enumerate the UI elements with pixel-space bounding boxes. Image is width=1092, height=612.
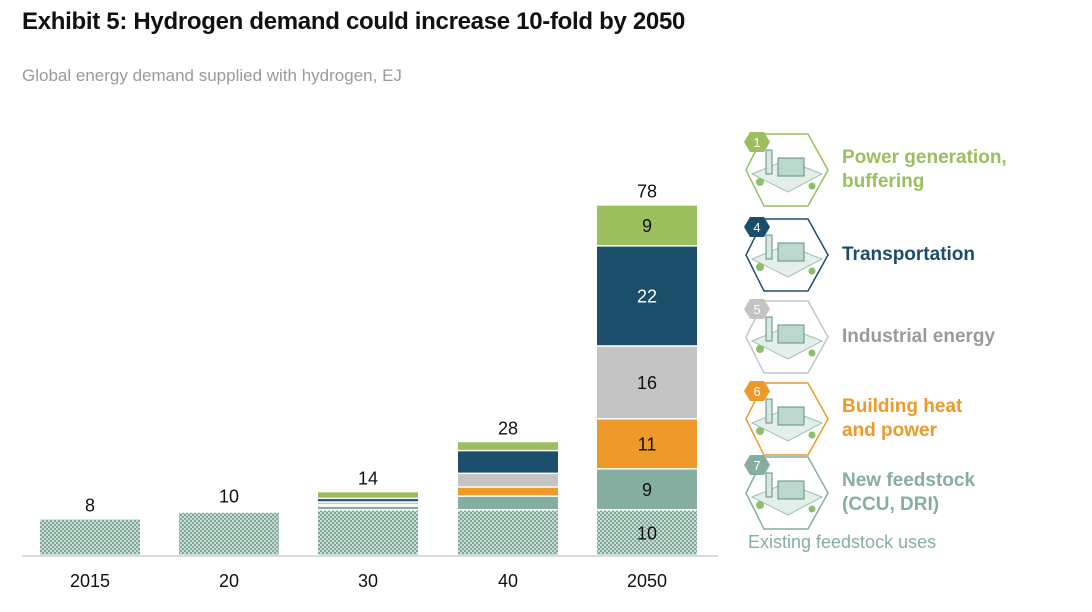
legend-label-industrial: Industrial energy: [842, 326, 996, 347]
legend-item-power: 1 Power generation, buffering: [742, 132, 1087, 208]
bar-total-label-30: 14: [358, 468, 378, 488]
legend-number-transport: 4: [753, 220, 760, 235]
legend-label-feedstock: New feedstock (CCU, DRI): [842, 470, 976, 515]
legend-item-transport: 4 Transportation: [742, 217, 1087, 293]
segment-label-building-2050: 11: [638, 435, 657, 455]
segment-label-existing-2050: 10: [637, 523, 657, 543]
fuel-station-icon: 4: [744, 217, 829, 292]
x-tick-label-40: 40: [498, 571, 518, 591]
power-plant-icon: 1: [744, 132, 829, 207]
segment-label-industrial-2050: 16: [637, 373, 657, 393]
chart-subtitle: Global energy demand supplied with hydro…: [22, 66, 402, 85]
legend-item-building: 6 Building heat and power: [742, 381, 1087, 457]
labels-group: 8 2015 10 20 14 30 28 40 10 9 11 16 22 9 78 2050: [70, 182, 667, 591]
bar-existing-20: [179, 512, 279, 555]
legend-item-feedstock: 7 New feedstock (CCU, DRI): [742, 455, 1087, 531]
bar-building-40: [458, 487, 558, 496]
bar-feedstock-30: [318, 506, 418, 509]
stacked-bar-chart: 8 2015 10 20 14 30 28 40 10 9 11 16 22 9 78 2050: [22, 182, 718, 591]
legend-number-building: 6: [753, 384, 760, 399]
chp-unit-icon: 6: [744, 381, 829, 456]
bar-power-40: [458, 442, 558, 450]
factory-icon: 5: [744, 299, 829, 374]
page-title: Exhibit 5: Hydrogen demand could increas…: [22, 8, 686, 35]
legend-item-industrial: 5 Industrial energy: [742, 299, 1087, 375]
bar-industrial-40: [458, 474, 558, 487]
x-tick-label-2015: 2015: [70, 571, 110, 591]
x-tick-label-30: 30: [358, 571, 378, 591]
bar-building-2050: [597, 419, 697, 469]
x-tick-label-2050: 2050: [627, 571, 667, 591]
segment-label-feedstock-2050: 9: [642, 480, 652, 500]
segment-label-power-2050: 9: [642, 216, 652, 236]
bar-feedstock-40: [458, 496, 558, 509]
legend-existing-label: Existing feedstock uses: [748, 532, 937, 552]
bar-transport-40: [458, 451, 558, 473]
bar-industrial-2050: [597, 346, 697, 418]
bar-existing-30: [318, 510, 418, 555]
x-tick-label-20: 20: [219, 571, 239, 591]
legend-label-power: Power generation, buffering: [842, 147, 1007, 192]
chemical-plant-icon: 7: [744, 455, 829, 530]
bars-group: [40, 205, 697, 555]
bar-existing-40: [458, 510, 558, 555]
bar-industrial-30: [318, 502, 418, 504]
legend-number-power: 1: [753, 135, 760, 150]
bar-feedstock-2050: [597, 469, 697, 509]
legend-number-feedstock: 7: [753, 458, 760, 473]
bar-transport-2050: [597, 246, 697, 346]
legend-label-transport: Transportation: [842, 244, 976, 265]
legend-label-building: Building heat and power: [842, 396, 963, 441]
bar-total-label-20: 10: [219, 487, 239, 507]
bar-power-2050: [597, 205, 697, 246]
legend-number-industrial: 5: [753, 302, 760, 317]
bar-transport-30: [318, 499, 418, 502]
segment-label-transport-2050: 22: [637, 287, 657, 307]
bar-power-30: [318, 492, 418, 498]
bar-total-label-2015: 8: [85, 496, 95, 516]
bar-existing-2015: [40, 519, 140, 555]
bar-total-label-2050: 78: [637, 182, 657, 202]
bar-existing-2050: [597, 510, 697, 555]
bar-total-label-40: 28: [498, 418, 518, 438]
